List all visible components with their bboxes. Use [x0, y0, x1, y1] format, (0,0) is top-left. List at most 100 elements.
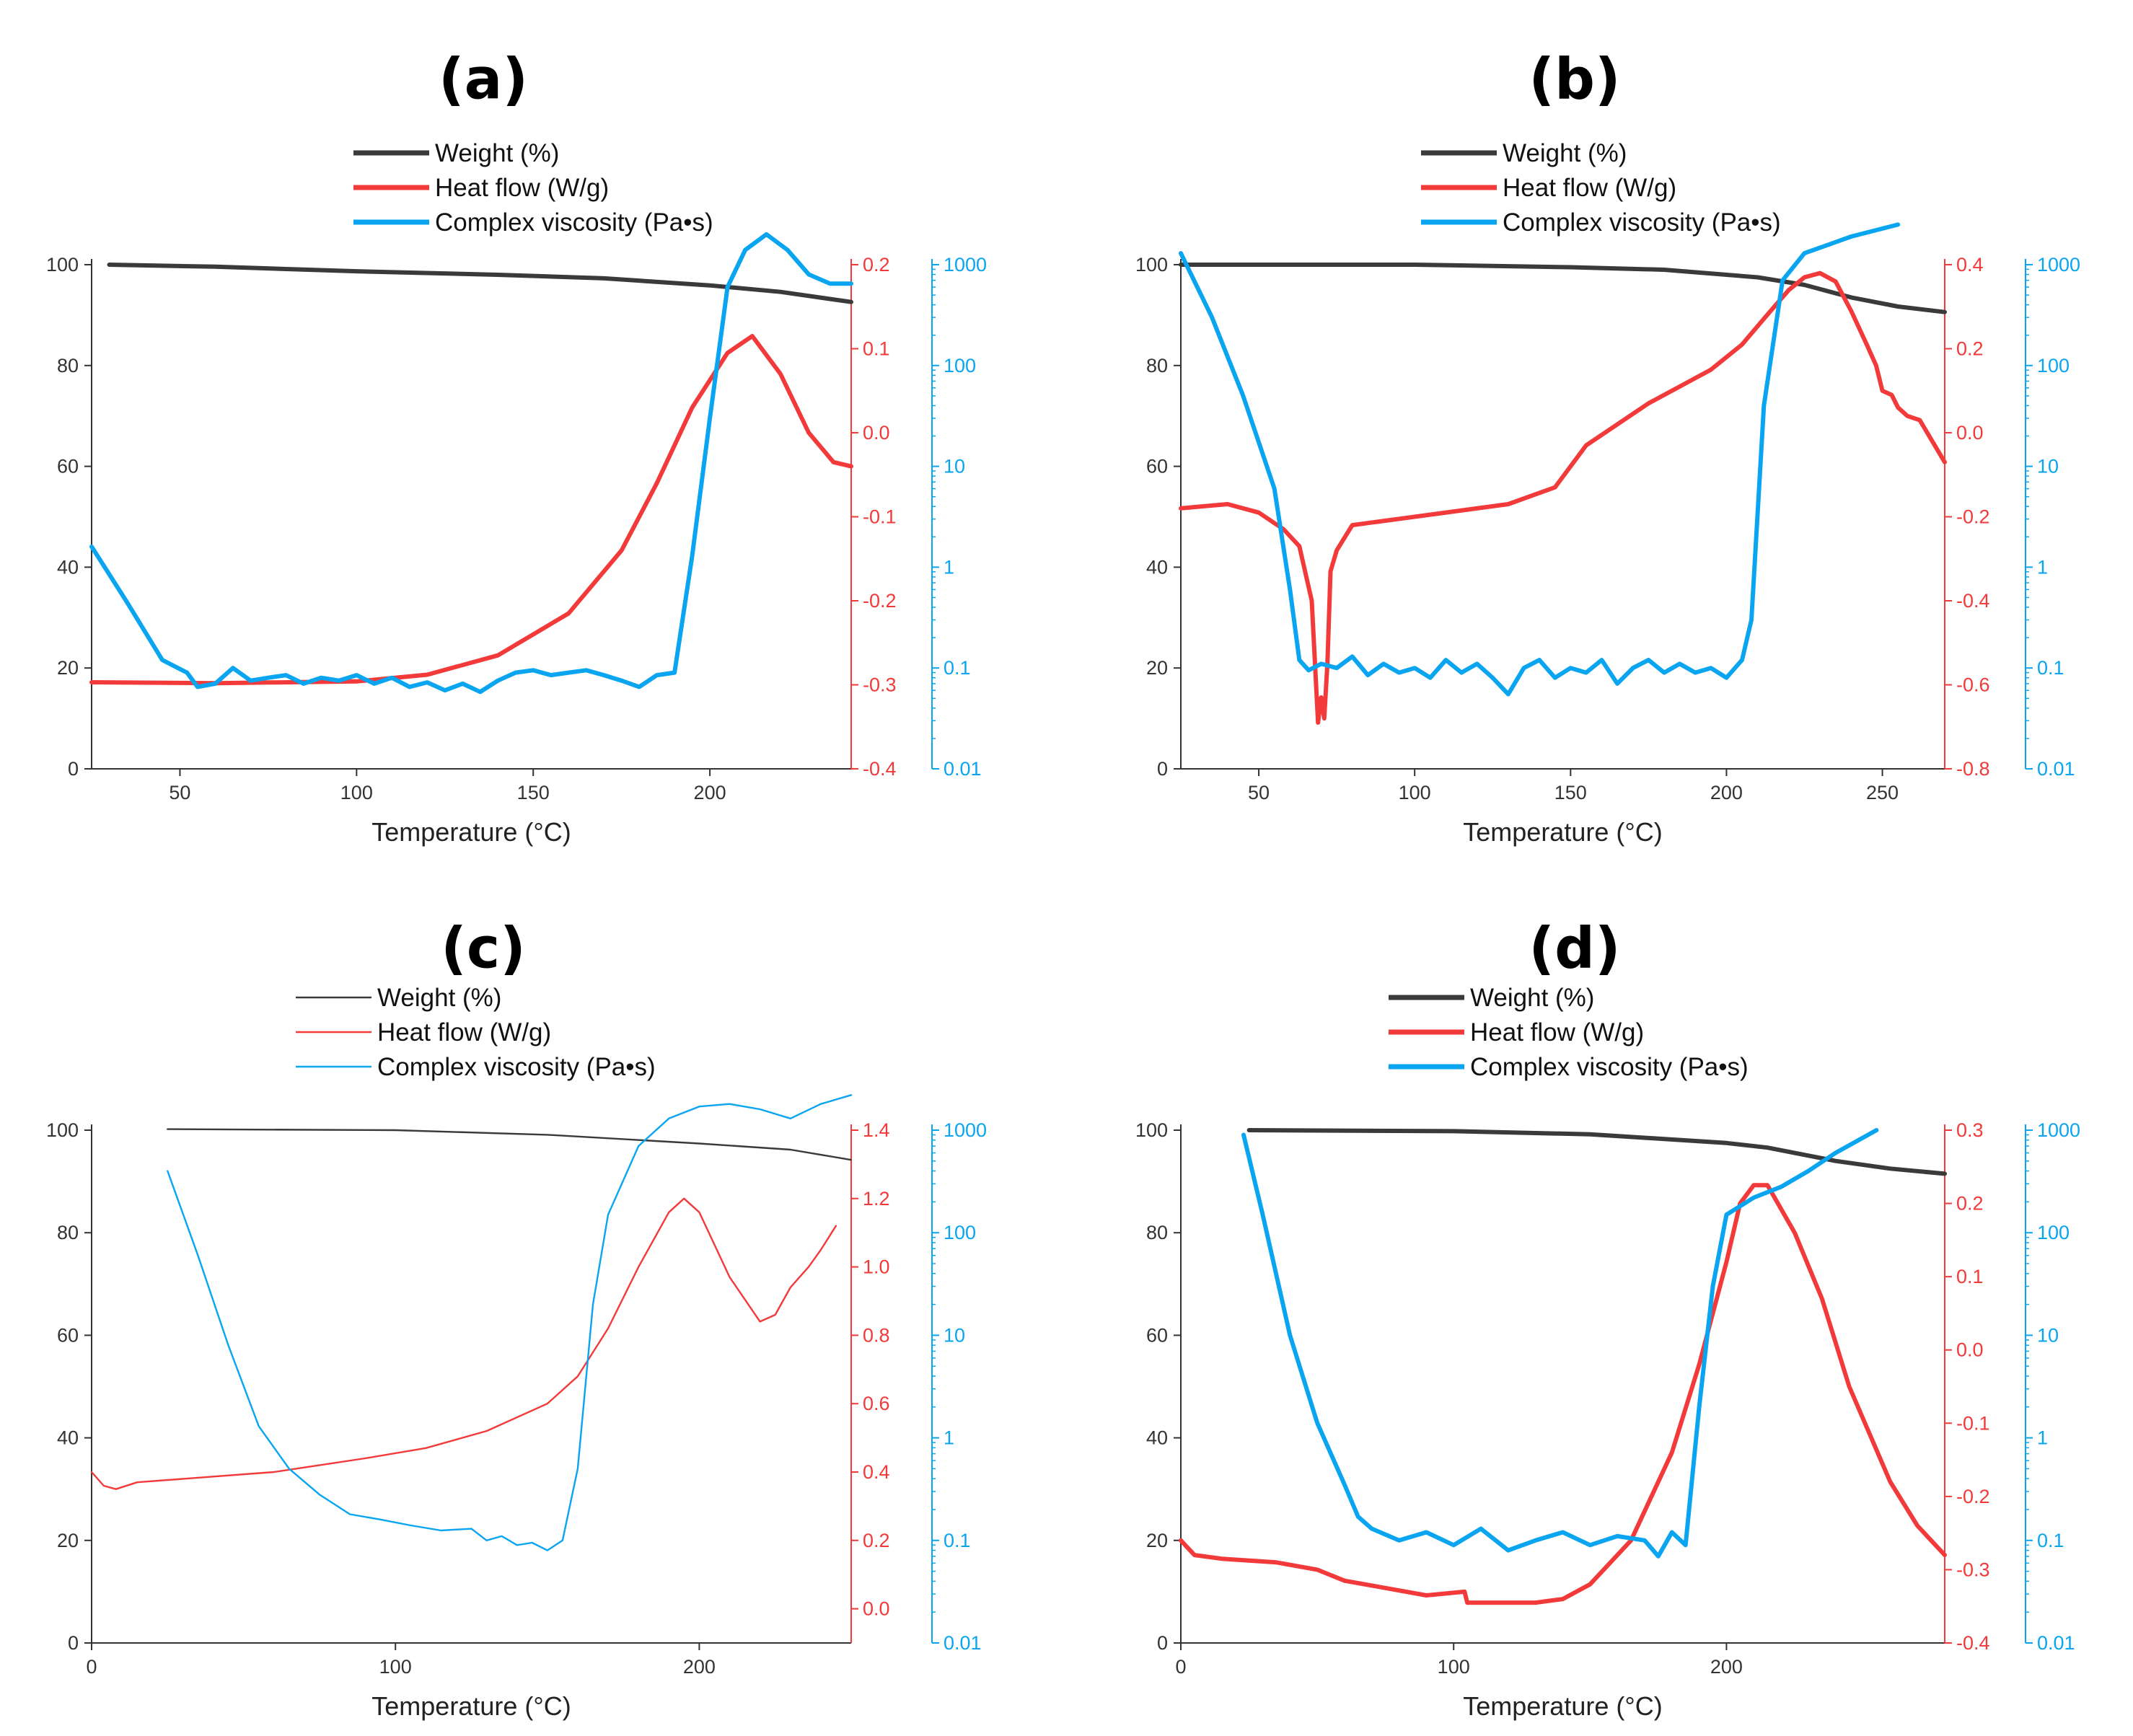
- y-tick-label-heat: -0.3: [863, 674, 897, 696]
- y-tick-label-left: 0: [68, 1632, 79, 1654]
- legend-label: Heat flow (W/g): [1503, 174, 1676, 202]
- y-tick-label-heat: 0.2: [863, 254, 890, 276]
- y-tick-label-viscosity: 100: [2037, 355, 2070, 376]
- panel-title: (d): [1529, 916, 1620, 981]
- y-tick-label-heat: -0.2: [1956, 506, 1990, 528]
- y-tick-label-viscosity: 1: [944, 556, 954, 578]
- x-tick-label: 200: [683, 1656, 716, 1678]
- y-tick-label-viscosity: 10: [2037, 456, 2059, 477]
- y-tick-label-left: 60: [1146, 456, 1168, 477]
- y-tick-label-viscosity: 100: [944, 1222, 976, 1243]
- x-tick-label: 100: [340, 782, 373, 803]
- x-axis-title: Temperature (°C): [1463, 1691, 1662, 1721]
- legend-label: Heat flow (W/g): [435, 174, 609, 202]
- y-tick-label-viscosity: 10: [2037, 1324, 2059, 1346]
- y-tick-label-heat: -0.2: [1956, 1486, 1990, 1507]
- y-tick-label-heat: -0.4: [1956, 1632, 1990, 1654]
- y-tick-label-left: 60: [1146, 1324, 1168, 1346]
- x-tick-label: 250: [1866, 782, 1899, 803]
- y-tick-label-viscosity: 0.1: [2037, 657, 2064, 679]
- heat-flow-line: [1179, 1183, 1947, 1605]
- x-tick-label: 50: [1248, 782, 1270, 803]
- panel-title: (c): [441, 916, 526, 981]
- x-tick-label: 200: [694, 782, 726, 803]
- y-tick-label-heat: -0.6: [1956, 674, 1990, 696]
- legend-label: Weight (%): [1470, 984, 1594, 1012]
- weight-line: [167, 1128, 853, 1161]
- y-tick-label-left: 100: [46, 254, 79, 276]
- y-tick-label-left: 0: [68, 758, 79, 780]
- viscosity-line: [1241, 1128, 1879, 1559]
- y-tick-label-left: 80: [1146, 1222, 1168, 1243]
- weight-line: [107, 263, 853, 304]
- y-tick-label-left: 80: [1146, 355, 1168, 376]
- legend-label: Complex viscosity (Pa•s): [377, 1053, 656, 1081]
- y-tick-label-left: 80: [57, 1222, 79, 1243]
- y-tick-label-left: 100: [1135, 254, 1168, 276]
- y-tick-label-heat: 1.0: [863, 1256, 890, 1278]
- y-tick-label-left: 60: [57, 1324, 79, 1346]
- y-tick-label-viscosity: 1: [2037, 556, 2048, 578]
- y-tick-label-viscosity: 1000: [2037, 254, 2080, 276]
- y-tick-label-heat: 0.0: [1956, 422, 1984, 444]
- y-tick-label-left: 0: [1157, 758, 1168, 780]
- x-tick-label: 100: [379, 1656, 412, 1678]
- y-tick-label-heat: 0.0: [1956, 1339, 1984, 1361]
- legend-label: Heat flow (W/g): [1470, 1018, 1644, 1047]
- x-tick-label: 50: [169, 782, 190, 803]
- x-axis-title: Temperature (°C): [371, 1691, 571, 1721]
- x-axis-title: Temperature (°C): [371, 817, 571, 847]
- y-tick-label-viscosity: 0.01: [2037, 1632, 2075, 1654]
- x-tick-label: 200: [1710, 782, 1743, 803]
- y-tick-label-viscosity: 0.01: [2037, 758, 2075, 780]
- heat-flow-line: [89, 334, 853, 686]
- y-tick-label-viscosity: 0.01: [944, 758, 982, 780]
- y-tick-label-heat: 0.2: [863, 1530, 890, 1551]
- y-tick-label-viscosity: 100: [944, 355, 976, 376]
- y-tick-label-heat: 0.1: [1956, 1266, 1984, 1287]
- y-tick-label-left: 60: [57, 456, 79, 477]
- y-tick-label-viscosity: 10: [944, 456, 965, 477]
- legend-label: Heat flow (W/g): [377, 1018, 551, 1047]
- x-axis-title: Temperature (°C): [1463, 817, 1662, 847]
- heat-flow-line: [1179, 270, 1947, 725]
- y-tick-label-heat: 0.6: [863, 1393, 890, 1414]
- y-tick-label-left: 20: [1146, 1530, 1168, 1551]
- panel-d: (d) Weight (%) Heat flow (W/g) Complex visc…: [1135, 916, 2080, 1721]
- x-tick-label: 0: [86, 1656, 97, 1678]
- y-tick-label-left: 0: [1157, 1632, 1168, 1654]
- x-tick-label: 0: [1175, 1656, 1186, 1678]
- y-tick-label-left: 80: [57, 355, 79, 376]
- y-tick-label-heat: -0.4: [1956, 590, 1990, 612]
- viscosity-line: [89, 232, 853, 695]
- y-tick-label-heat: -0.2: [863, 590, 897, 612]
- y-tick-label-left: 40: [57, 556, 79, 578]
- y-tick-label-heat: 0.1: [863, 338, 890, 360]
- y-tick-label-heat: 0.2: [1956, 1193, 1984, 1215]
- x-tick-label: 100: [1438, 1656, 1470, 1678]
- y-tick-label-heat: 1.4: [863, 1119, 890, 1141]
- y-tick-label-viscosity: 1: [944, 1427, 954, 1449]
- y-tick-label-heat: 0.0: [863, 1598, 890, 1620]
- legend-label: Weight (%): [435, 139, 559, 167]
- y-tick-label-heat: 0.0: [863, 422, 890, 444]
- y-tick-label-heat: 0.3: [1956, 1119, 1984, 1141]
- y-tick-label-heat: 0.2: [1956, 338, 1984, 360]
- x-tick-label: 200: [1710, 1656, 1743, 1678]
- y-tick-label-heat: -0.4: [863, 758, 897, 780]
- y-tick-label-left: 20: [57, 1530, 79, 1551]
- panel-c: (c) Weight (%) Heat flow (W/g) Complex visc…: [46, 916, 987, 1721]
- y-tick-label-left: 100: [1135, 1119, 1168, 1141]
- panel-b: (b) Weight (%) Heat flow (W/g) Complex visc…: [1135, 47, 2080, 847]
- legend-label: Complex viscosity (Pa•s): [435, 208, 713, 237]
- y-tick-label-viscosity: 10: [944, 1324, 965, 1346]
- legend-label: Complex viscosity (Pa•s): [1503, 208, 1781, 237]
- heat-flow-line: [90, 1197, 837, 1490]
- y-tick-label-heat: 0.8: [863, 1324, 890, 1346]
- y-tick-label-viscosity: 100: [2037, 1222, 2070, 1243]
- legend-label: Complex viscosity (Pa•s): [1470, 1053, 1749, 1081]
- y-tick-label-viscosity: 0.1: [944, 657, 971, 679]
- y-tick-label-left: 20: [57, 657, 79, 679]
- y-tick-label-left: 40: [57, 1427, 79, 1449]
